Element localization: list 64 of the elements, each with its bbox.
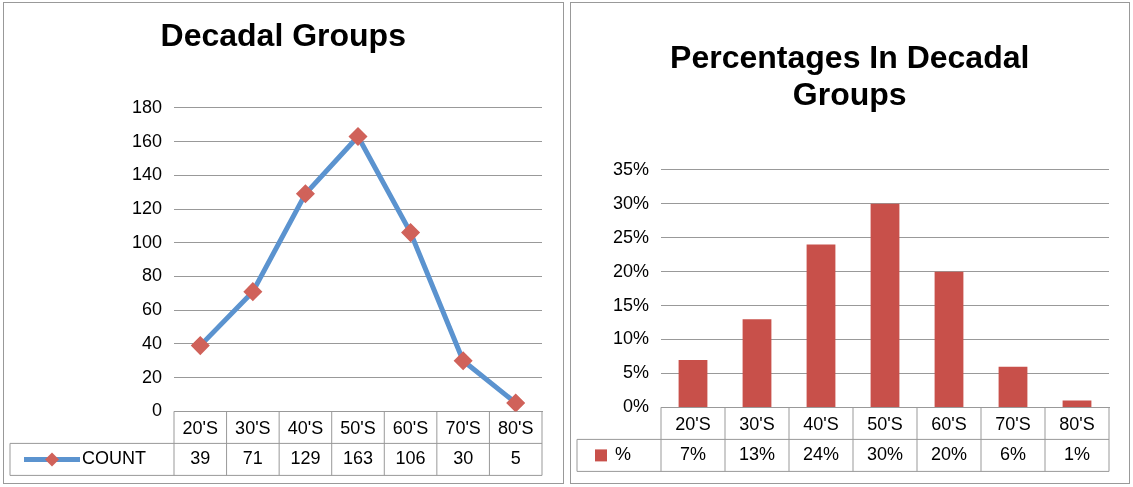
y-tick-label: 0 (151, 400, 162, 421)
y-tick-label: 35% (612, 158, 649, 179)
y-tick-label: 30% (612, 192, 649, 213)
bar (870, 203, 899, 407)
bar (742, 319, 771, 407)
legend-label: COUNT (82, 448, 146, 469)
point (296, 185, 314, 203)
x-tick-label: 60'S (930, 414, 967, 435)
chart-title: Percentages In Decadal Groups (669, 38, 1031, 114)
data-label: 30 (453, 448, 474, 469)
legend-label: % (614, 444, 631, 465)
bar (678, 359, 707, 407)
data-label: 13% (738, 444, 775, 465)
y-tick-label: 20% (612, 260, 649, 281)
y-tick-label: 15% (612, 294, 649, 315)
y-tick-label: 10% (612, 328, 649, 349)
data-label: 106 (395, 448, 426, 469)
x-tick-label: 60'S (392, 418, 429, 439)
x-tick-label: 80'S (1058, 414, 1095, 435)
data-label: 5 (510, 448, 521, 469)
bar (1062, 400, 1091, 407)
data-label: 24% (802, 444, 839, 465)
bar (934, 271, 963, 407)
x-tick-label: 20'S (182, 418, 219, 439)
x-tick-label: 30'S (738, 414, 775, 435)
x-tick-label: 70'S (445, 418, 481, 439)
data-label: 6% (999, 444, 1026, 465)
y-tick-label: 80 (141, 265, 162, 286)
y-tick-label: 160 (131, 130, 162, 151)
x-tick-label: 30'S (235, 418, 271, 439)
data-label: 7% (679, 444, 706, 465)
point (191, 337, 209, 355)
y-tick-label: 180 (131, 96, 162, 117)
x-tick-label: 40'S (802, 414, 839, 435)
data-label: 20% (930, 444, 967, 465)
chart-title: Decadal Groups (159, 16, 407, 55)
y-tick-label: 40 (141, 332, 162, 353)
data-label: 30% (866, 444, 903, 465)
y-tick-label: 100 (131, 231, 162, 252)
point (454, 352, 472, 370)
data-label: 71 (242, 448, 263, 469)
y-tick-label: 60 (141, 299, 162, 320)
x-tick-label: 40'S (287, 418, 324, 439)
data-label: 163 (342, 448, 374, 469)
x-tick-label: 50'S (340, 418, 376, 439)
y-tick-label: 0% (622, 396, 649, 417)
point (244, 283, 262, 301)
data-label: 39 (190, 448, 211, 469)
bar (806, 244, 835, 407)
point (507, 394, 525, 412)
data-label: 129 (290, 448, 321, 469)
bar (998, 366, 1027, 407)
data-label: 1% (1063, 444, 1090, 465)
point (349, 127, 367, 145)
x-tick-label: 50'S (866, 414, 903, 435)
y-tick-label: 25% (612, 226, 649, 247)
x-tick-label: 20'S (674, 414, 711, 435)
y-tick-label: 140 (131, 164, 162, 185)
y-tick-label: 120 (131, 197, 162, 218)
point (402, 224, 420, 242)
x-tick-label: 70'S (994, 414, 1031, 435)
y-tick-label: 20 (141, 366, 162, 387)
y-tick-label: 5% (622, 362, 649, 383)
x-tick-label: 80'S (497, 418, 534, 439)
